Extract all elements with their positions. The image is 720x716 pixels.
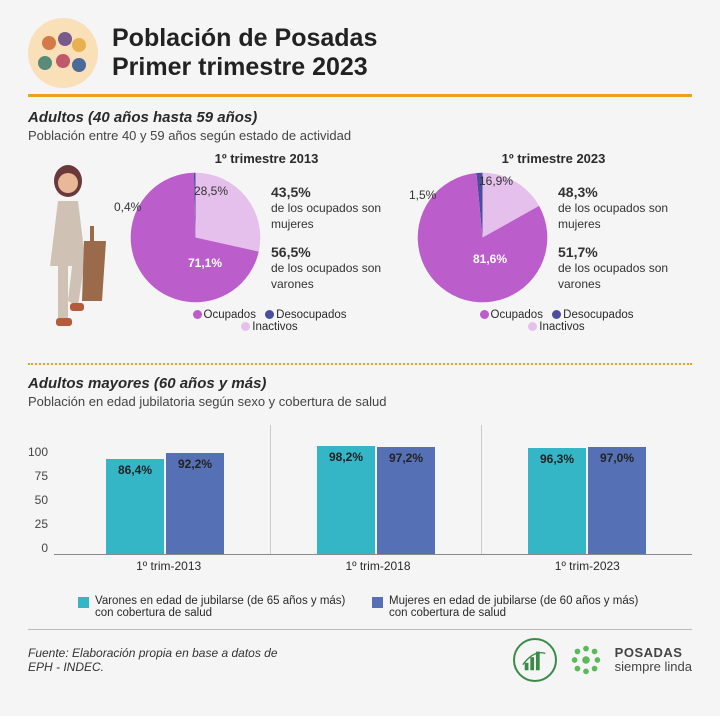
section-divider bbox=[28, 363, 692, 365]
bar-value-label: 97,2% bbox=[377, 451, 435, 465]
bar-x-label: 1º trim-2018 bbox=[273, 555, 482, 573]
accent-underline bbox=[28, 94, 692, 97]
bar-men: 86,4% bbox=[106, 459, 164, 554]
page-title-line2: Primer trimestre 2023 bbox=[112, 53, 377, 82]
pie-legend-2023: Ocupados Desocupados Inactivos bbox=[415, 309, 692, 333]
bar-group: 86,4%92,2% bbox=[60, 425, 271, 554]
swatch-desocupados bbox=[265, 310, 274, 319]
bar-x-labels: 1º trim-20131º trim-20181º trim-2023 bbox=[28, 555, 692, 573]
adults-subheading: Población entre 40 y 59 años según estad… bbox=[28, 128, 692, 143]
section-seniors: Adultos mayores (60 años y más) Població… bbox=[28, 375, 692, 619]
swatch-desocupados bbox=[552, 310, 561, 319]
bar-men: 98,2% bbox=[317, 446, 375, 554]
swatch-ocupados bbox=[193, 310, 202, 319]
bar-value-label: 92,2% bbox=[166, 457, 224, 471]
swatch-ocupados bbox=[480, 310, 489, 319]
bar-value-label: 96,3% bbox=[528, 452, 586, 466]
gestion-datos-icon bbox=[513, 638, 557, 682]
bar-men: 96,3% bbox=[528, 448, 586, 554]
page-title-line1: Población de Posadas bbox=[112, 24, 377, 53]
bar-value-label: 97,0% bbox=[588, 451, 646, 465]
bar-legend: Varones en edad de jubilarse (de 65 años… bbox=[28, 595, 692, 619]
y-axis: 100 75 50 25 0 bbox=[28, 445, 54, 555]
pie-block-2023: 1º trimestre 2023 81,6% 16,9% 1,5% 48,3%… bbox=[415, 151, 692, 333]
bar-group: 98,2%97,2% bbox=[271, 425, 482, 554]
pie-block-2013: 1º trimestre 2013 71,1% 28,5% 0,4% 43,5%… bbox=[128, 151, 405, 333]
section-adults: Adultos (40 años hasta 59 años) Població… bbox=[28, 109, 692, 351]
footer-logos: POSADAS siempre linda bbox=[513, 638, 692, 682]
pie-title-2023: 1º trimestre 2023 bbox=[415, 151, 692, 166]
swatch-women bbox=[372, 597, 383, 608]
adults-heading: Adultos (40 años hasta 59 años) bbox=[28, 109, 692, 126]
pie-title-2013: 1º trimestre 2013 bbox=[128, 151, 405, 166]
swatch-men bbox=[78, 597, 89, 608]
title-block: Población de Posadas Primer trimestre 20… bbox=[112, 24, 377, 82]
woman-illustration-icon bbox=[28, 151, 118, 351]
seniors-subheading: Población en edad jubilatoria según sexo… bbox=[28, 394, 692, 409]
pie0-desocupados-label: 0,4% bbox=[114, 200, 141, 214]
footer: Fuente: Elaboración propia en base a dat… bbox=[28, 629, 692, 682]
bar-women: 97,2% bbox=[377, 447, 435, 554]
bar-chart: 100 75 50 25 0 86,4%92,2%98,2%97,2%96,3%… bbox=[28, 415, 692, 555]
swatch-inactivos bbox=[241, 322, 250, 331]
posadas-brand-text: POSADAS siempre linda bbox=[615, 646, 692, 673]
pie0-side-text: 43,5%de los ocupados son mujeres 56,5%de… bbox=[271, 183, 405, 293]
pie1-ocupados-label: 81,6% bbox=[473, 252, 507, 266]
bar-women: 97,0% bbox=[588, 447, 646, 554]
pie-legend-2013: Ocupados Desocupados Inactivos bbox=[128, 309, 405, 333]
swatch-inactivos bbox=[528, 322, 537, 331]
bar-women: 92,2% bbox=[166, 453, 224, 554]
header: Población de Posadas Primer trimestre 20… bbox=[28, 18, 692, 88]
pie0-ocupados-label: 71,1% bbox=[188, 256, 222, 270]
pie1-desocupados-label: 1,5% bbox=[409, 188, 436, 202]
bar-x-label: 1º trim-2013 bbox=[64, 555, 273, 573]
bar-value-label: 98,2% bbox=[317, 450, 375, 464]
source-text: Fuente: Elaboración propia en base a dat… bbox=[28, 646, 288, 674]
bar-value-label: 86,4% bbox=[106, 463, 164, 477]
bar-x-label: 1º trim-2023 bbox=[483, 555, 692, 573]
posadas-flower-icon bbox=[567, 641, 605, 679]
pie1-side-text: 48,3%de los ocupados son mujeres 51,7%de… bbox=[558, 183, 692, 293]
bar-group: 96,3%97,0% bbox=[482, 425, 692, 554]
pie1-inactivos-label: 16,9% bbox=[479, 174, 513, 188]
pie0-inactivos-label: 28,5% bbox=[194, 184, 228, 198]
people-icon bbox=[28, 18, 98, 88]
seniors-heading: Adultos mayores (60 años y más) bbox=[28, 375, 692, 392]
